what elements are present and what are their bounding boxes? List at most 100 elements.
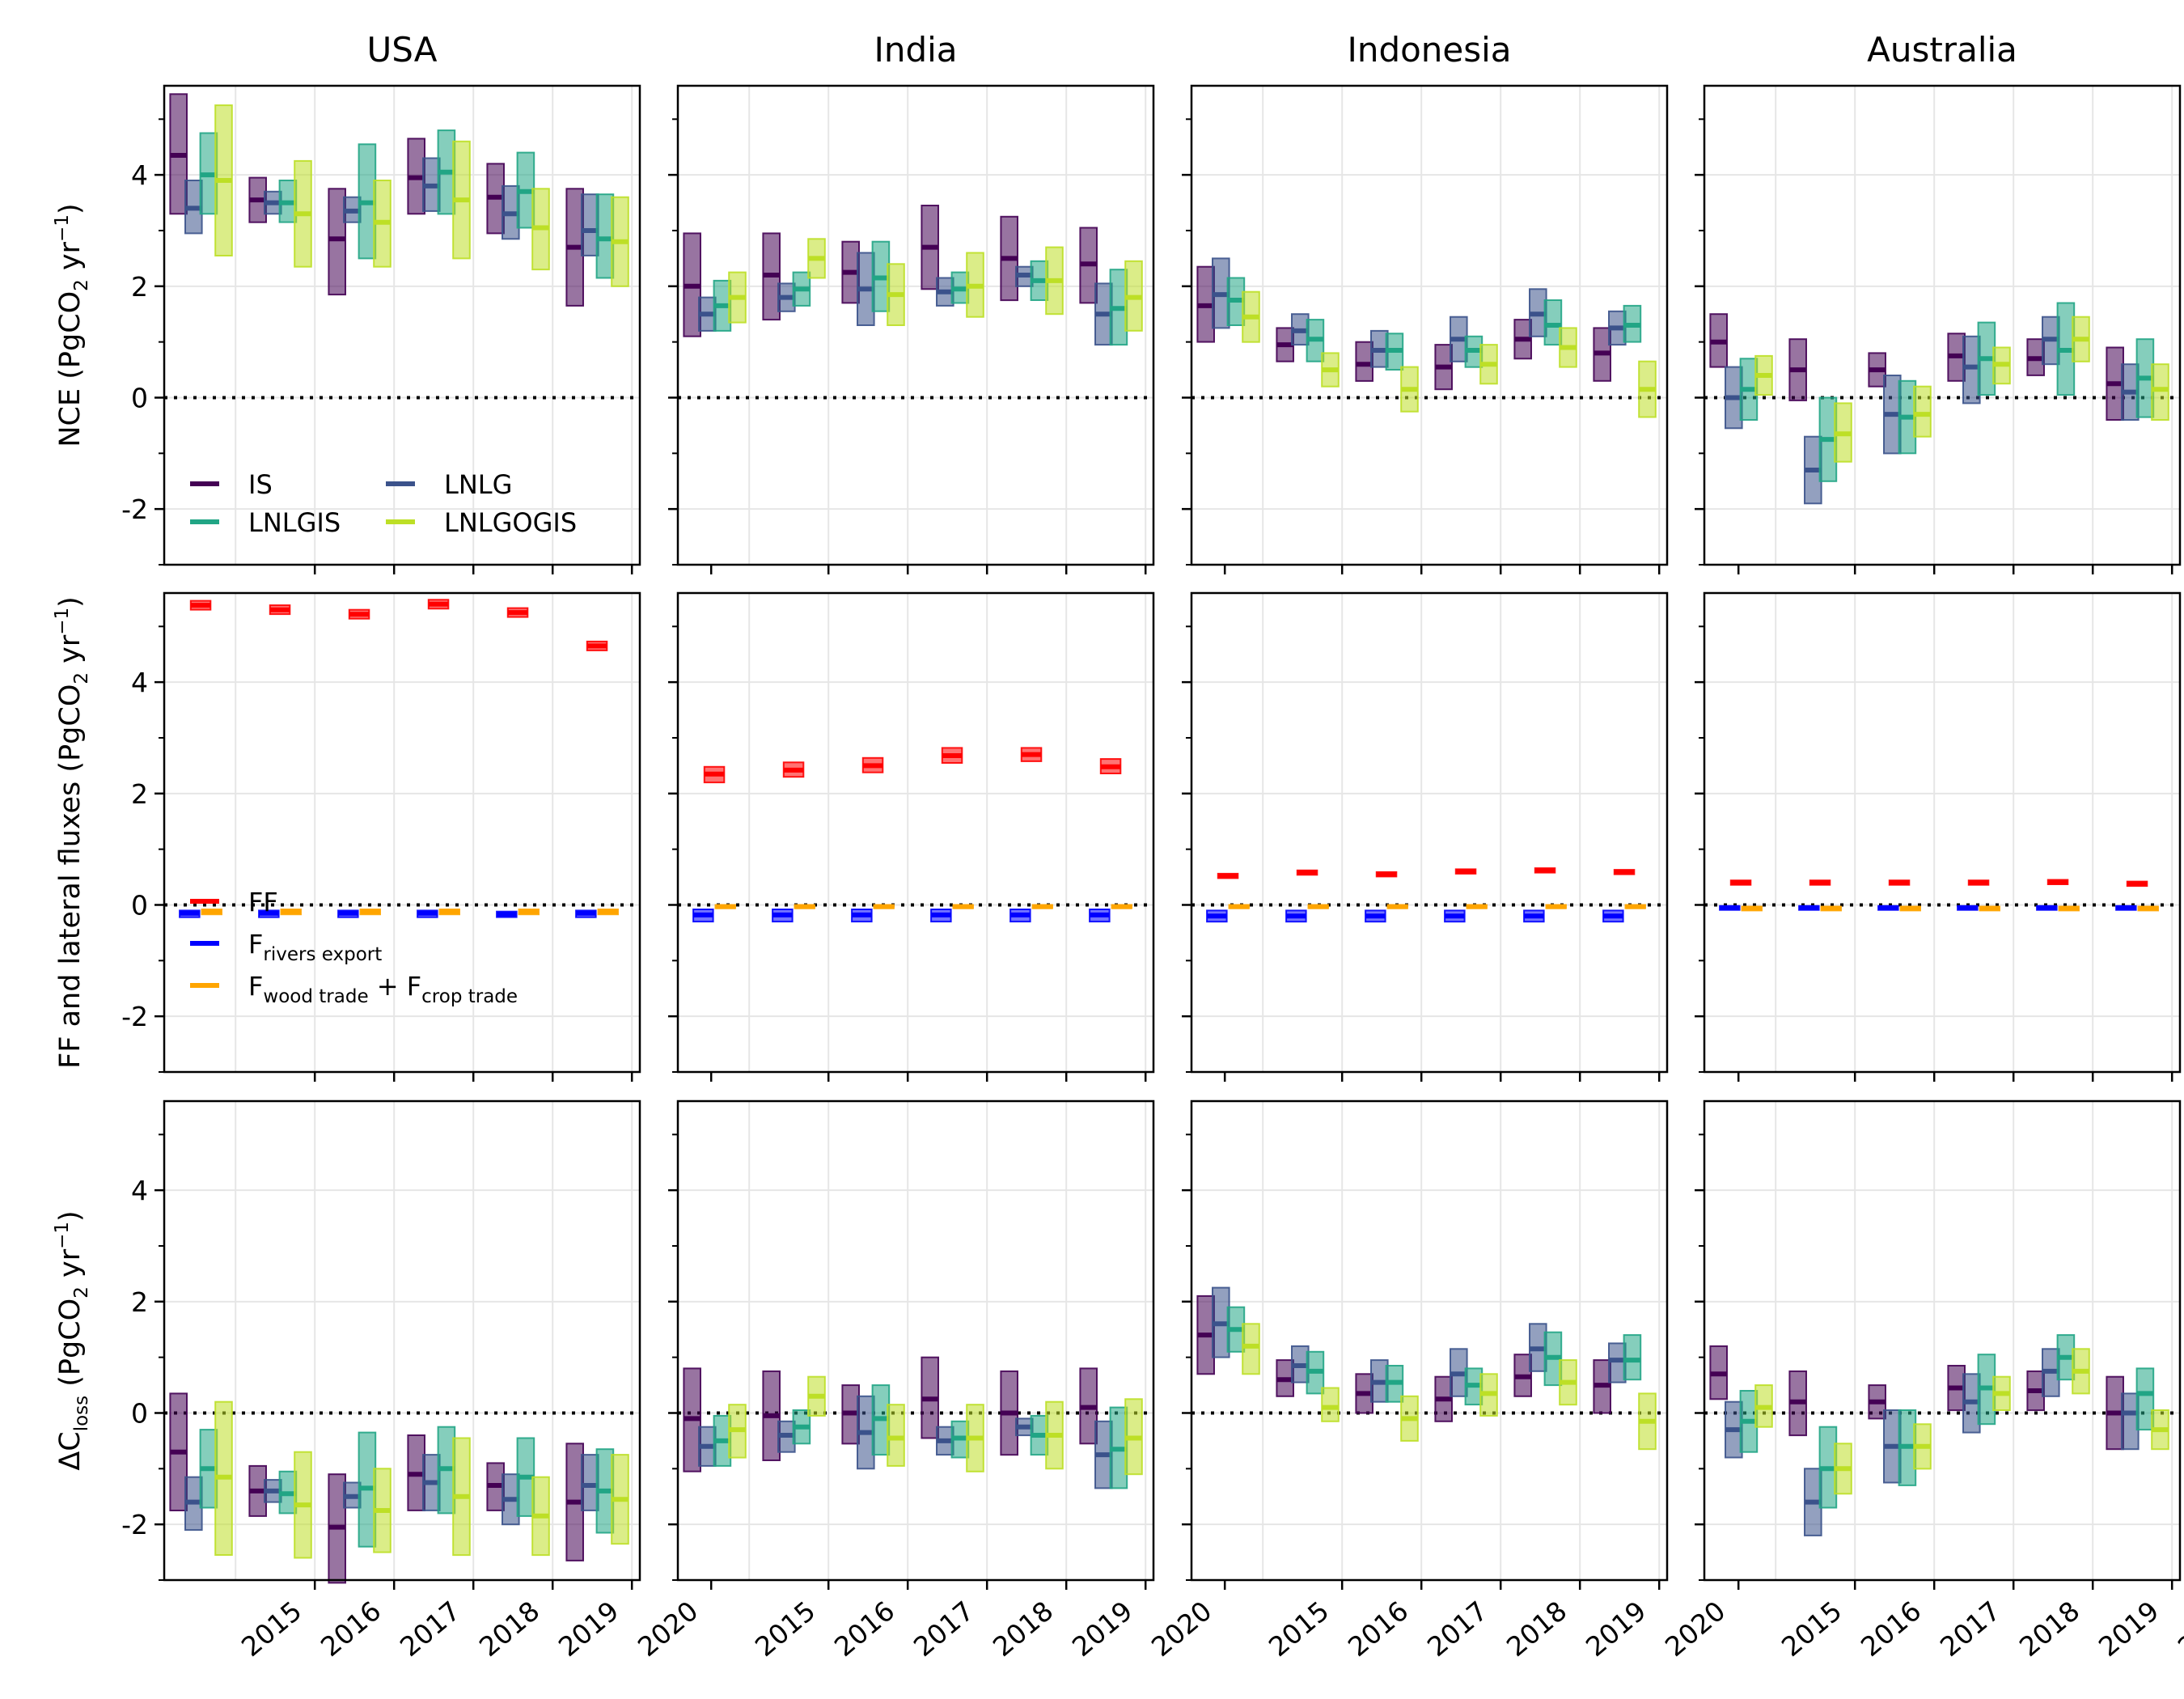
x-tick-label: 2017	[908, 1595, 980, 1663]
column-title: India	[874, 30, 957, 70]
y-label-sub: loss	[71, 1396, 92, 1431]
x-tick-label: 2020	[2172, 1595, 2184, 1663]
y-label-part: (PgCO	[54, 1299, 87, 1396]
y-label-close: )	[54, 596, 87, 608]
x-tick-label: 2015	[1776, 1595, 1848, 1663]
range-bar	[1543, 299, 1563, 346]
range-bar	[1623, 1334, 1642, 1381]
y-label-sup: −1	[52, 1222, 73, 1249]
x-tick-label: 2016	[1342, 1595, 1414, 1663]
y-label-sub: 2	[71, 672, 92, 684]
range-bar	[2121, 1392, 2140, 1451]
y-tick-label: -2	[121, 1509, 148, 1540]
y-label-part: yr	[54, 634, 87, 672]
panel-frame	[163, 84, 641, 566]
y-tick-label: 0	[131, 382, 148, 413]
legend-label: FF	[248, 887, 278, 917]
y-tick-label: 0	[131, 1397, 148, 1429]
y-label-main: FF and lateral fluxes (PgCO	[54, 684, 87, 1069]
x-tick-label: 2018	[473, 1595, 545, 1663]
y-label-part: yr	[54, 1248, 87, 1286]
panel-frame	[1703, 84, 2182, 566]
x-tick-label: 2020	[1659, 1595, 1731, 1663]
legend-label: LNLGIS	[248, 507, 341, 538]
panel-frame	[1190, 84, 1669, 566]
panel-ff-indonesia	[1182, 591, 1740, 1082]
panel-frame	[1703, 591, 2182, 1074]
x-tick-label: 2018	[2013, 1595, 2085, 1663]
range-bar	[595, 193, 615, 279]
x-tick-label: 2020	[1145, 1595, 1217, 1663]
y-label-sub: 2	[71, 1286, 92, 1299]
y-label-sup: −1	[52, 608, 73, 635]
x-tick-label: 2015	[1263, 1595, 1335, 1663]
range-bar	[1913, 385, 1932, 438]
range-bar	[328, 188, 346, 296]
x-tick-label: 2019	[1066, 1595, 1138, 1663]
y-label-close: )	[54, 203, 87, 214]
y-label-main: NCE (PgCO	[54, 291, 87, 447]
panel-closs-australia: 2015 2016 2017 2018 2019 2020	[1695, 1099, 2184, 1663]
legend-part: FF	[248, 887, 278, 917]
x-tick-label: 2020	[632, 1595, 704, 1663]
panel-frame	[1190, 1099, 1669, 1582]
x-tick-label: 2018	[987, 1595, 1059, 1663]
y-tick-label: -2	[121, 1001, 148, 1032]
range-bar	[1355, 341, 1374, 382]
range-bar	[1962, 335, 1981, 405]
panel-ff-usa: -2 0 2 4	[121, 591, 713, 1082]
range-bar	[581, 1454, 599, 1511]
y-tick-label: 2	[131, 271, 148, 303]
legend-part: rivers export	[263, 944, 382, 965]
y-tick-label: 2	[131, 1286, 148, 1318]
range-bar	[581, 193, 599, 256]
legend-label: IS	[248, 469, 273, 500]
panel-frame	[163, 591, 641, 1074]
panel-ff-india	[668, 591, 1226, 1082]
legend-label: Fwood trade + Fcrop trade	[248, 971, 518, 1007]
range-bar	[2135, 1367, 2155, 1431]
y-axis-label: ΔCloss (PgCO2 yr−1)	[52, 1210, 92, 1470]
legend-label: LNLGOGIS	[444, 507, 577, 538]
panel-frame	[163, 1099, 641, 1582]
legend-label: LNLG	[444, 469, 512, 500]
x-tick-label: 2019	[1580, 1595, 1652, 1663]
x-tick-label: 2015	[749, 1595, 821, 1663]
legend-part: F	[248, 929, 263, 960]
y-tick-label: 4	[131, 159, 148, 191]
column-title: USA	[367, 30, 438, 70]
y-label-sub: 2	[71, 279, 92, 291]
x-tick-label: 2017	[1934, 1595, 2006, 1663]
x-tick-label: 2018	[1500, 1595, 1572, 1663]
y-label-sup: −1	[52, 214, 73, 242]
legend-label: Frivers export	[248, 929, 382, 965]
x-tick-label: 2016	[1855, 1595, 1927, 1663]
y-tick-label: 2	[131, 778, 148, 810]
y-label-close: )	[54, 1210, 87, 1222]
column-title: Australia	[1867, 30, 2017, 70]
x-tick-label: 2016	[828, 1595, 900, 1663]
y-tick-label: 4	[131, 1175, 148, 1206]
panel-ff-australia	[1695, 591, 2182, 1082]
panel-frame	[676, 591, 1155, 1074]
legend-part: F	[248, 971, 263, 1002]
column-title: Indonesia	[1347, 30, 1511, 70]
panel-closs-india: 2015 2016 2017 2018 2019 2020	[668, 1099, 1226, 1663]
y-axis-label: NCE (PgCO2 yr−1)	[52, 203, 92, 447]
x-tick-label: 2019	[2093, 1595, 2165, 1663]
x-tick-label: 2016	[315, 1595, 387, 1663]
y-tick-label: -2	[121, 494, 148, 525]
panel-frame	[1190, 591, 1669, 1074]
panel-frame	[676, 84, 1155, 566]
range-bar	[2151, 363, 2169, 422]
y-label-part: yr	[54, 241, 87, 279]
y-axis-label: FF and lateral fluxes (PgCO2 yr−1)	[52, 596, 92, 1069]
panel-nce-india	[668, 84, 1226, 574]
range-bar	[1608, 1342, 1627, 1383]
y-tick-label: 4	[131, 667, 148, 698]
panel-frame	[1703, 1099, 2182, 1582]
x-tick-label: 2015	[235, 1595, 307, 1663]
legend-part: + F	[369, 971, 422, 1002]
x-tick-label: 2019	[552, 1595, 624, 1663]
